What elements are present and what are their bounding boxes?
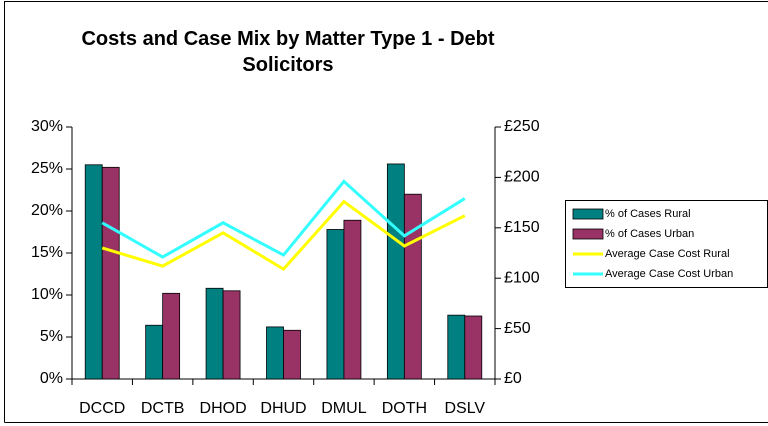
bar	[464, 315, 483, 380]
bar	[343, 219, 362, 380]
bar	[447, 314, 466, 380]
chart-border	[4, 1, 768, 423]
bar	[266, 326, 284, 380]
legend-swatch	[572, 228, 604, 240]
bar	[101, 166, 120, 380]
bar	[84, 164, 103, 380]
y2-tick-label: £50	[504, 320, 531, 337]
x-tick-label: DCTB	[141, 400, 185, 417]
y-tick-label: 5%	[40, 328, 63, 345]
bar	[403, 193, 422, 380]
bar	[386, 163, 405, 380]
legend-swatch	[572, 208, 604, 220]
line-series	[101, 199, 466, 272]
bar	[205, 287, 224, 380]
bar	[145, 324, 164, 380]
chart-title: Costs and Case Mix by Matter Type 1 - De…	[81, 28, 495, 76]
bar	[283, 329, 301, 380]
y-tick-label: 0%	[40, 370, 63, 387]
legend-label: % of Cases Rural	[605, 208, 691, 220]
legend-label: Average Case Cost Rural	[605, 248, 730, 260]
bar	[222, 290, 241, 380]
y-tick-label: 15%	[31, 244, 63, 261]
y-tick-label: 25%	[31, 160, 63, 177]
x-tick-label: DMUL	[321, 400, 366, 417]
y2-tick-label: £0	[504, 370, 522, 387]
bar	[162, 292, 181, 380]
bar	[326, 229, 345, 380]
x-tick-label: DHUD	[260, 400, 306, 417]
x-tick-label: DCCD	[79, 400, 125, 417]
y-tick-label: 20%	[31, 202, 63, 219]
y-tick-label: 10%	[31, 286, 63, 303]
legend-label: % of Cases Urban	[605, 228, 694, 240]
y2-tick-label: £100	[504, 269, 540, 286]
line-series	[101, 179, 466, 259]
legend-label: Average Case Cost Urban	[605, 268, 733, 280]
y2-tick-label: £200	[504, 169, 540, 186]
x-tick-label: DHOD	[200, 400, 247, 417]
y2-tick-label: £250	[504, 118, 540, 135]
x-tick-label: DOTH	[382, 400, 427, 417]
y-tick-label: 30%	[31, 118, 63, 135]
x-tick-label: DSLV	[444, 400, 485, 417]
y2-tick-label: £150	[504, 219, 540, 236]
